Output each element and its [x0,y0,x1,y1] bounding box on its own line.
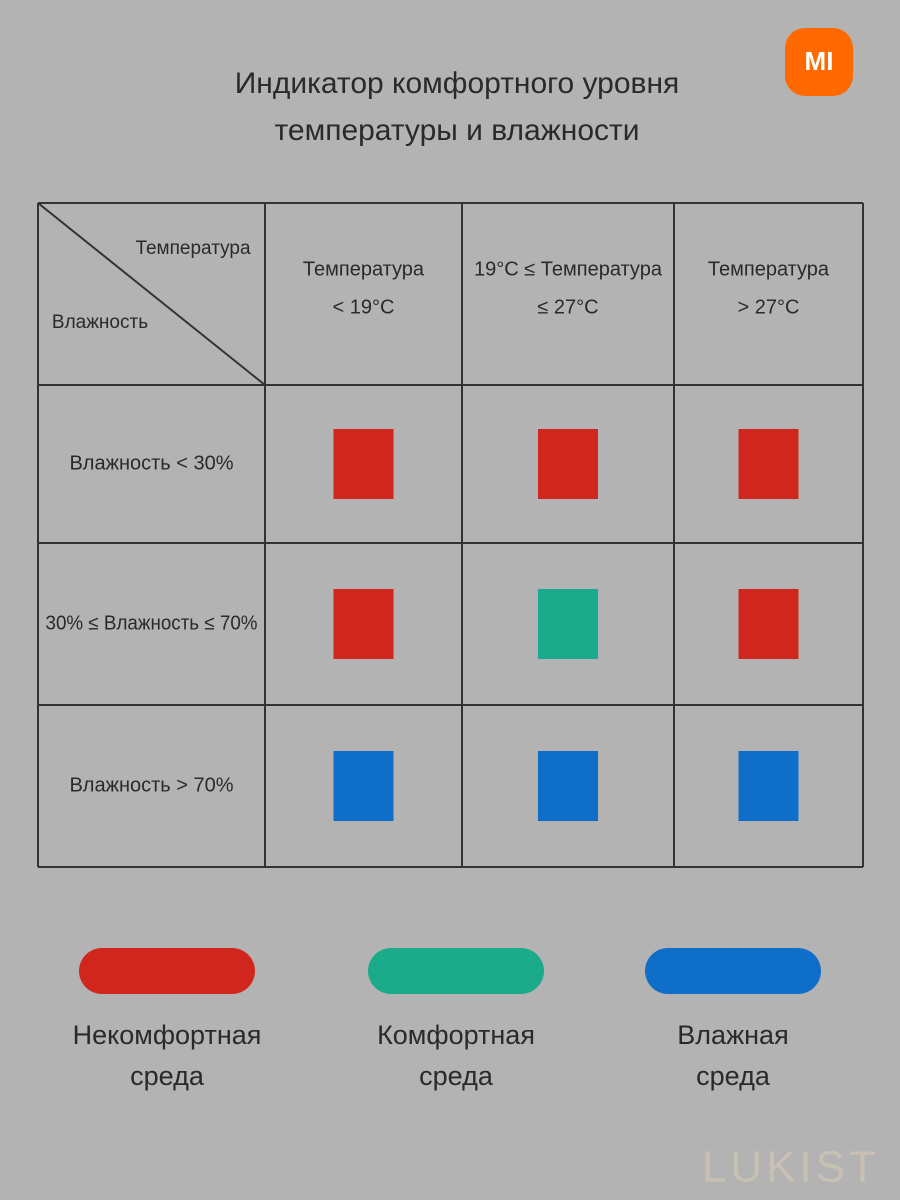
indicator-cell [538,429,598,499]
indicator-cell [333,751,394,821]
watermark: LUKIST [702,1143,880,1192]
row-header: Влажность > 70% [69,774,233,796]
legend-label: Некомфортная [73,1020,262,1050]
title-line: температуры и влажности [274,114,639,147]
indicator-cell [333,589,394,659]
corner-label: Температура [135,238,251,259]
indicator-cell [538,751,598,821]
title-line: Индикатор комфортного уровня [235,67,680,100]
indicator-cell [538,589,598,659]
indicator-cell [738,751,799,821]
legend-swatch [79,948,255,994]
indicator-cell [738,429,799,499]
legend-label: среда [696,1061,771,1091]
column-header: ≤ 27°C [537,296,598,318]
legend-swatch [645,948,821,994]
logo-badge [785,28,853,96]
row-header: 30% ≤ Влажность ≤ 70% [46,612,258,634]
legend-label: среда [130,1061,205,1091]
indicator-cell [333,429,394,499]
legend-label: Влажная [677,1020,788,1050]
logo: MI [805,46,834,76]
legend-label: Комфортная [377,1020,535,1050]
column-header: < 19°C [333,296,395,318]
row-header: Влажность < 30% [69,452,233,474]
legend-swatch [368,948,544,994]
table-border [37,202,266,386]
corner-label: Влажность [52,312,148,333]
indicator-cell [738,589,799,659]
column-header: Температура [708,258,830,280]
column-header: Температура [303,258,425,280]
column-header: 19°C ≤ Температура [474,258,663,280]
column-header: > 27°C [738,296,800,318]
legend-label: среда [419,1061,494,1091]
